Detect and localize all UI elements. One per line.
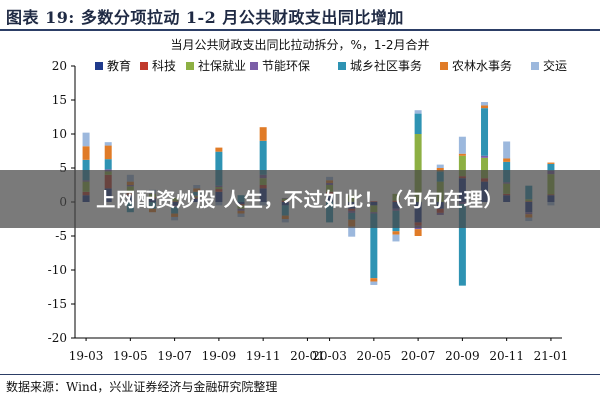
legend-swatch <box>95 62 103 70</box>
bar-segment <box>414 229 422 236</box>
x-tick-label: 20-09 <box>445 349 480 363</box>
bar-segment <box>458 204 466 286</box>
y-tick-label: 20 <box>52 59 67 73</box>
bar-segment <box>458 155 466 177</box>
legend-label: 社保就业 <box>198 58 246 73</box>
bar-segment <box>104 145 112 160</box>
bar-segment <box>82 146 90 160</box>
legend-swatch <box>440 62 448 70</box>
chart-title: 当月公共财政支出同比拉动拆分，%，1-2月合并 <box>170 38 430 52</box>
x-tick-label: 19-09 <box>202 349 237 363</box>
bar-segment <box>481 155 489 158</box>
legend-label: 城乡社区事务 <box>350 58 422 73</box>
bar-segment <box>370 281 378 285</box>
bar-segment <box>259 127 267 141</box>
bar-segment <box>481 102 489 106</box>
bar-segment <box>215 147 223 152</box>
legend-label: 科技 <box>152 59 176 73</box>
bar-segment <box>104 142 112 146</box>
bar-segment <box>348 226 356 237</box>
bar-segment <box>547 162 555 164</box>
overlay-banner <box>0 170 600 228</box>
bar-segment <box>370 213 378 279</box>
x-tick-label: 19-07 <box>157 349 192 363</box>
y-tick-label: -15 <box>48 297 67 311</box>
y-tick-label: 15 <box>52 93 67 107</box>
bar-segment <box>392 234 400 242</box>
bar-segment <box>370 278 378 282</box>
figure-header: 图表 19: 多数分项拉动 1-2 月公共财政支出同比增加 <box>0 0 600 28</box>
y-tick-label: -10 <box>48 263 67 277</box>
bar-segment <box>392 231 400 235</box>
x-tick-label: 19-03 <box>69 349 104 363</box>
x-tick-label: 20-03 <box>312 349 347 363</box>
bar-segment <box>481 108 489 156</box>
bar-segment <box>436 164 444 168</box>
bar-segment <box>481 157 489 179</box>
header-divider <box>0 29 600 31</box>
bar-segment <box>82 132 90 147</box>
legend-swatch <box>250 62 258 70</box>
bar-segment <box>215 151 223 186</box>
legend-swatch <box>140 62 148 70</box>
x-tick-label: 20-07 <box>401 349 436 363</box>
bar-segment <box>436 168 444 172</box>
bar-segment <box>414 134 422 202</box>
x-tick-label: 19-11 <box>246 349 281 363</box>
x-tick-label: 21-01 <box>534 349 569 363</box>
y-tick-label: 5 <box>59 161 67 175</box>
footer-divider <box>0 374 600 375</box>
y-tick-label: 10 <box>52 127 67 141</box>
bar-segment <box>547 163 555 171</box>
y-tick-label: -20 <box>48 331 67 345</box>
bar-segment <box>414 110 422 114</box>
legend-label: 交运 <box>543 58 567 73</box>
y-tick-label: -5 <box>55 229 67 243</box>
x-tick-label: 20-01 <box>290 349 325 363</box>
legend-label: 教育 <box>107 58 131 73</box>
bar-segment <box>458 136 466 154</box>
legend-swatch <box>338 62 346 70</box>
legend-swatch <box>531 62 539 70</box>
source-note: 数据来源：Wind，兴业证券经济与金融研究院整理 <box>6 380 278 394</box>
legend-label: 农林水事务 <box>452 58 512 73</box>
bar-segment <box>414 113 422 134</box>
bar-segment <box>259 140 267 175</box>
bar-segment <box>503 158 511 162</box>
x-tick-label: 19-05 <box>113 349 148 363</box>
bar-segment <box>458 153 466 156</box>
bar-segment <box>503 141 511 159</box>
overlay-caption: 上网配资炒股 人生，不过如此！（句句在理） <box>96 189 504 211</box>
legend-swatch <box>186 62 194 70</box>
bar-segment <box>481 105 489 109</box>
figure-title: 图表 19: 多数分项拉动 1-2 月公共财政支出同比增加 <box>6 8 404 27</box>
x-tick-label: 20-05 <box>357 349 392 363</box>
legend-label: 节能环保 <box>262 59 310 73</box>
bar-segment <box>104 159 112 170</box>
x-tick-label: 20-11 <box>489 349 524 363</box>
